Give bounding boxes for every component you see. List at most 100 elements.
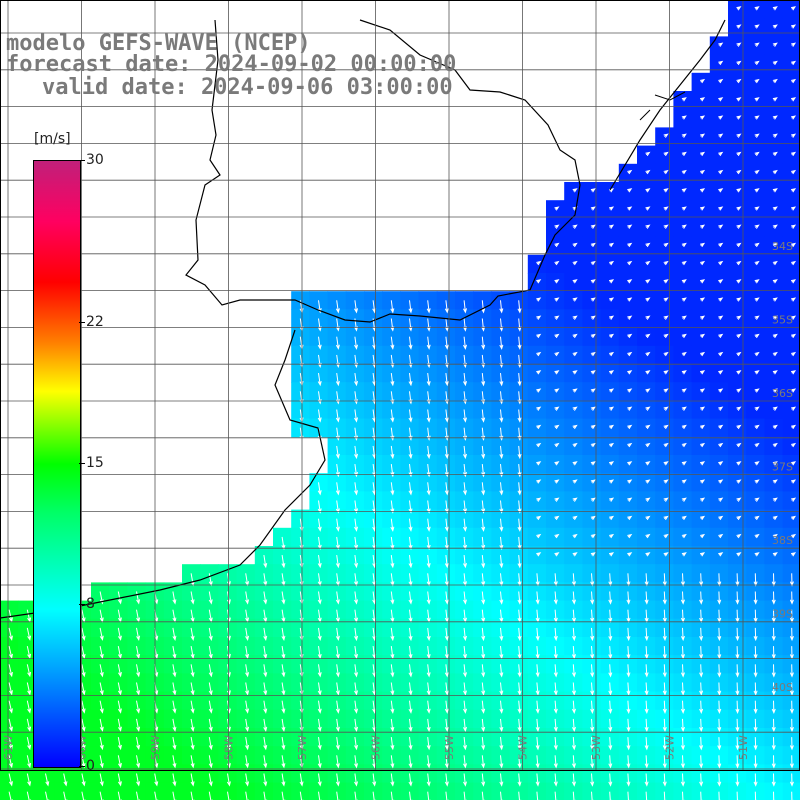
wind-arrow: [245, 700, 250, 714]
wind-arrow: [736, 151, 742, 157]
wind-arrow: [317, 718, 322, 733]
wind-arrow: [736, 552, 742, 557]
wind-arrow: [680, 718, 685, 733]
wind-arrow: [463, 718, 468, 733]
wind-arrow: [553, 682, 558, 696]
wind-arrow: [627, 515, 633, 521]
wind-arrow: [245, 791, 250, 800]
wind-arrow: [681, 442, 687, 448]
wind-arrow: [81, 736, 86, 751]
wind-arrow: [753, 755, 758, 769]
wind-arrow: [627, 224, 633, 229]
wind-arrow: [572, 461, 578, 466]
wind-arrow: [663, 479, 669, 484]
wind-arrow: [499, 518, 504, 532]
wind-speed-cell: [182, 782, 201, 800]
wind-arrow: [626, 646, 631, 660]
wind-arrow: [554, 461, 560, 466]
wind-arrow: [735, 627, 740, 642]
wind-arrow: [408, 373, 413, 387]
wind-arrow: [590, 461, 596, 466]
wind-arrow: [627, 370, 633, 375]
wind-arrow: [536, 533, 542, 539]
wind-arrow: [8, 700, 13, 714]
wind-arrow: [535, 646, 540, 660]
wind-arrow: [335, 700, 340, 714]
wind-arrow: [554, 533, 560, 539]
wind-arrow: [426, 773, 431, 787]
wind-arrow: [554, 279, 560, 284]
wind-arrow: [444, 682, 449, 696]
wind-arrow: [772, 24, 778, 29]
wind-arrow: [481, 755, 486, 769]
wind-arrow: [736, 791, 740, 800]
wind-arrow: [663, 260, 669, 266]
wind-speed-cell: [327, 782, 347, 800]
wind-arrow: [754, 552, 760, 557]
wind-speed-cell: [782, 72, 800, 92]
wind-arrow: [390, 445, 395, 460]
wind-arrow: [608, 533, 615, 539]
wind-arrow: [227, 791, 231, 800]
wind-arrow: [444, 627, 449, 642]
wind-speed-cell: [782, 527, 800, 547]
wind-arrow: [572, 351, 578, 357]
wind-arrow: [608, 737, 613, 751]
wind-arrow: [736, 224, 742, 229]
wind-arrow: [8, 773, 13, 787]
wind-arrow: [772, 406, 778, 411]
wind-arrow: [717, 591, 722, 605]
wind-arrow: [481, 646, 486, 660]
wind-arrow: [499, 445, 504, 460]
wind-arrow: [81, 718, 86, 732]
wind-arrow: [590, 755, 595, 769]
wind-arrow: [590, 315, 596, 320]
wind-arrow: [444, 482, 449, 496]
wind-arrow: [136, 791, 141, 800]
wind-arrow: [718, 260, 724, 266]
wind-arrow: [790, 115, 797, 120]
wind-arrow: [571, 682, 576, 696]
wind-arrow: [335, 300, 340, 314]
wind-arrow: [771, 664, 776, 678]
wind-arrow: [789, 773, 794, 787]
wind-arrow: [662, 664, 667, 678]
wind-arrow: [444, 500, 449, 514]
wind-arrow: [754, 24, 760, 29]
wind-arrow: [626, 664, 631, 678]
wind-arrow: [627, 351, 633, 357]
wind-arrow: [354, 682, 359, 696]
wind-arrow: [81, 645, 86, 660]
wind-arrow: [753, 682, 758, 696]
wind-arrow: [26, 700, 32, 714]
wind-arrow: [681, 115, 687, 120]
wind-arrow: [136, 627, 141, 641]
wind-arrow: [736, 260, 742, 266]
wind-arrow: [718, 297, 724, 302]
wind-arrow: [354, 664, 359, 678]
wind-arrow: [390, 755, 395, 769]
wind-arrow: [717, 664, 722, 678]
wind-arrow: [663, 279, 669, 284]
wind-arrow: [772, 351, 778, 357]
wind-arrow: [390, 500, 395, 514]
wind-arrow: [608, 351, 615, 357]
wind-arrow: [663, 791, 667, 800]
wind-arrow: [26, 755, 32, 769]
wind-arrow: [772, 206, 778, 211]
wind-speed-cell: [728, 782, 747, 800]
wind-arrow: [790, 97, 797, 102]
wind-arrow: [644, 664, 649, 678]
wind-arrow: [627, 479, 633, 484]
wind-arrow: [335, 646, 340, 660]
wind-arrow: [99, 773, 104, 787]
wind-arrow: [718, 224, 724, 229]
wind-arrow: [754, 315, 760, 320]
wind-arrow: [263, 646, 268, 660]
wind-arrow: [535, 773, 540, 787]
wind-arrow: [790, 370, 797, 375]
wind-arrow: [444, 518, 449, 532]
wind-arrow: [718, 279, 724, 284]
wind-arrow: [772, 533, 778, 539]
